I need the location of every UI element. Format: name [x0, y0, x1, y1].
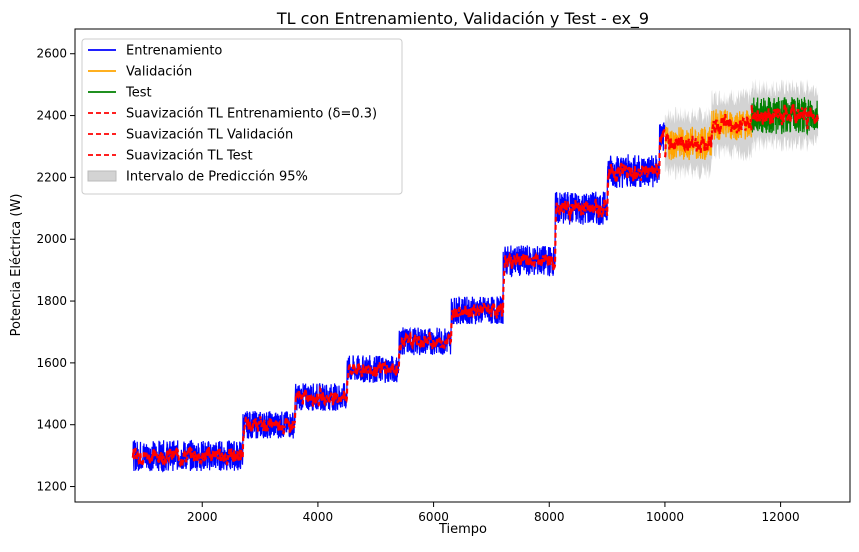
- x-axis: 2000 4000 6000 8000 10000 12000: [187, 502, 800, 524]
- smoothed-line-entrenamiento: [131, 125, 666, 468]
- y-tick-label: 2600: [36, 47, 67, 61]
- legend-label: Intervalo de Predicción 95%: [126, 170, 308, 185]
- legend-label: Suavización TL Test: [126, 149, 253, 164]
- x-tick-label: 2000: [187, 510, 218, 524]
- y-tick-label: 1400: [36, 418, 67, 432]
- legend-swatch: [87, 170, 117, 182]
- x-axis-label: Tiempo: [438, 522, 487, 537]
- x-tick-label: 6000: [418, 510, 449, 524]
- y-tick-label: 1600: [36, 356, 67, 370]
- chart-title: TL con Entrenamiento, Validación y Test …: [276, 9, 649, 29]
- y-tick-label: 1800: [36, 294, 67, 308]
- legend: Entrenamiento Validación Test Suavización T…: [81, 38, 403, 195]
- smoothed-line-test: [750, 103, 820, 130]
- legend-label: Suavización TL Validación: [126, 128, 293, 143]
- legend-box: [81, 38, 403, 195]
- y-axis: 1200 1400 1600 1800 2000 2200 2400 2600: [36, 47, 75, 494]
- y-tick-label: 2200: [36, 170, 67, 184]
- x-tick-label: 4000: [303, 510, 334, 524]
- x-tick-label: 10000: [646, 510, 684, 524]
- smoothed-series-layer: [131, 103, 820, 468]
- smoothed-line-validación: [663, 112, 753, 158]
- y-axis-label: Potencia Eléctrica (W): [9, 194, 24, 337]
- legend-label: Validación: [126, 65, 192, 80]
- y-tick-label: 2400: [36, 109, 67, 123]
- x-tick-label: 8000: [534, 510, 565, 524]
- plot-frame: [74, 28, 851, 503]
- x-tick-label: 12000: [762, 510, 800, 524]
- legend-label: Entrenamiento: [126, 44, 222, 59]
- legend-label: Test: [125, 86, 152, 101]
- y-tick-label: 2000: [36, 232, 67, 246]
- legend-label: Suavización TL Entrenamiento (δ=0.3): [126, 107, 377, 122]
- y-tick-label: 1200: [36, 480, 67, 494]
